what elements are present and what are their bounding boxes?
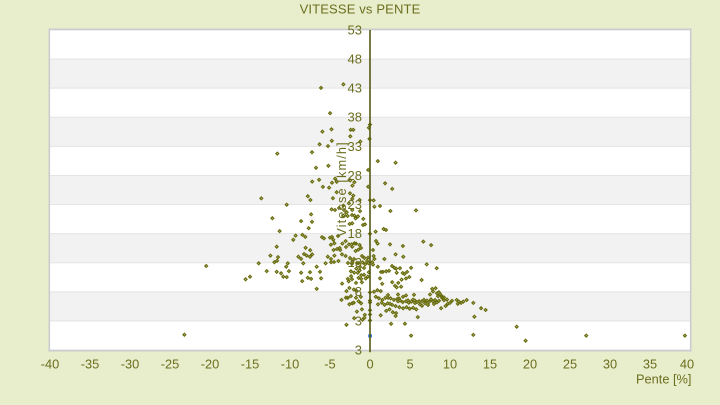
svg-text:0: 0	[366, 357, 373, 372]
svg-text:28: 28	[348, 168, 362, 183]
svg-text:-25: -25	[161, 357, 180, 372]
svg-text:25: 25	[563, 357, 577, 372]
svg-text:40: 40	[680, 357, 694, 372]
svg-text:30: 30	[603, 357, 617, 372]
svg-text:35: 35	[643, 357, 657, 372]
svg-text:3: 3	[355, 342, 362, 357]
svg-text:53: 53	[348, 22, 362, 37]
svg-text:3: 3	[355, 313, 362, 328]
svg-text:VITESSE vs PENTE: VITESSE vs PENTE	[300, 2, 421, 17]
svg-text:-40: -40	[41, 357, 60, 372]
svg-text:Pente [%]: Pente [%]	[636, 372, 692, 387]
svg-text:43: 43	[348, 81, 362, 96]
svg-text:8: 8	[355, 284, 362, 299]
svg-text:-30: -30	[121, 357, 140, 372]
svg-text:23: 23	[348, 197, 362, 212]
svg-text:-20: -20	[201, 357, 220, 372]
svg-text:-35: -35	[81, 357, 100, 372]
svg-text:13: 13	[348, 255, 362, 270]
svg-text:-15: -15	[241, 357, 260, 372]
svg-text:20: 20	[523, 357, 537, 372]
svg-text:48: 48	[348, 51, 362, 66]
svg-text:18: 18	[348, 226, 362, 241]
svg-text:10: 10	[443, 357, 457, 372]
svg-text:Vitesse [km/h]: Vitesse [km/h]	[334, 141, 349, 237]
svg-text:-5: -5	[324, 357, 335, 372]
svg-text:33: 33	[348, 139, 362, 154]
svg-text:-10: -10	[281, 357, 300, 372]
svg-text:15: 15	[483, 357, 497, 372]
svg-text:38: 38	[348, 110, 362, 125]
svg-text:5: 5	[406, 357, 413, 372]
